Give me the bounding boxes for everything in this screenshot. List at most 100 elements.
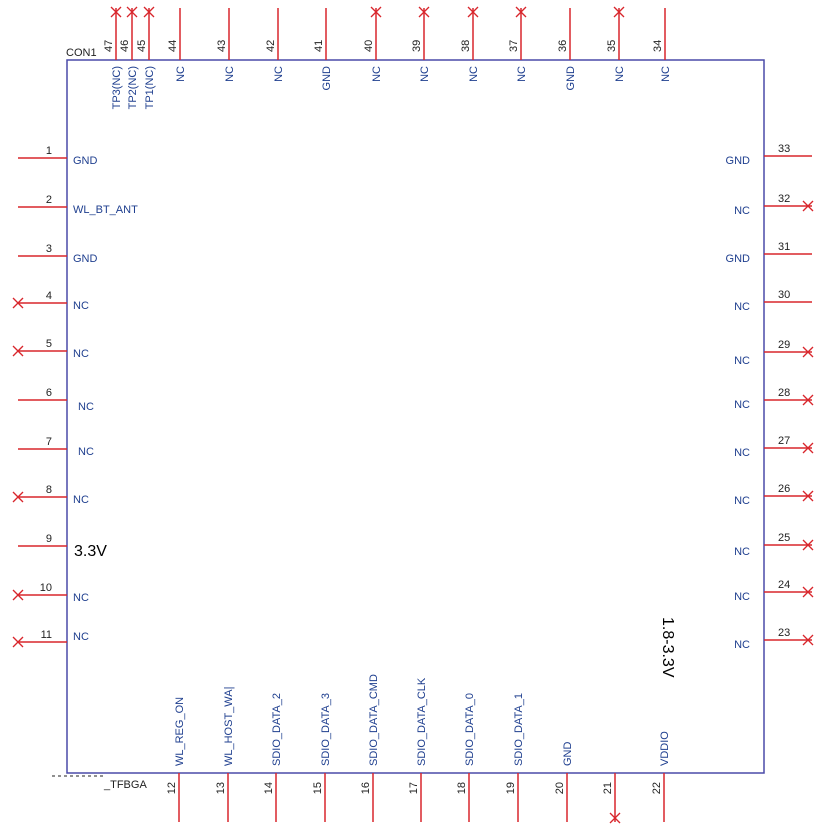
pin-25-name: NC — [734, 546, 750, 558]
pin-44-name: NC — [175, 66, 187, 82]
pin-18-name: SDIO_DATA_0 — [464, 693, 476, 766]
pin-46-number: 46 — [119, 40, 131, 52]
pin-42-name: NC — [273, 66, 285, 82]
pin-28-number: 28 — [778, 387, 790, 399]
pin-27-nc-mark-b — [802, 442, 814, 454]
pin-15-name: SDIO_DATA_3 — [320, 693, 332, 766]
pin-34-name: NC — [660, 66, 672, 82]
pin-16-number: 16 — [360, 782, 372, 794]
pin-23-number: 23 — [778, 627, 790, 639]
pin-17-number: 17 — [408, 782, 420, 794]
pin-11-nc-mark-b — [12, 636, 24, 648]
pin-36-name: GND — [565, 66, 577, 91]
pin-44-number: 44 — [167, 40, 179, 52]
pin-36-number: 36 — [557, 40, 569, 52]
pin-47-number: 47 — [103, 40, 115, 52]
pin-4-name: NC — [73, 300, 89, 312]
pin-14-name: SDIO_DATA_2 — [271, 693, 283, 766]
pin-10-name: NC — [73, 592, 89, 604]
pin-37-name: NC — [516, 66, 528, 82]
pin-10-nc-mark-b — [12, 589, 24, 601]
pin-21-number: 21 — [602, 782, 614, 794]
pin-35-name: NC — [614, 66, 626, 82]
pin-23-name: NC — [734, 639, 750, 651]
pin-30-number: 30 — [778, 289, 790, 301]
pin-40-number: 40 — [363, 40, 375, 52]
pin-4-nc-mark-b — [12, 297, 24, 309]
pin-14-number: 14 — [263, 782, 275, 794]
pin-33-number: 33 — [778, 143, 790, 155]
pin-41-name: GND — [321, 66, 333, 91]
pin-30-name: NC — [734, 301, 750, 313]
pin-43-number: 43 — [216, 40, 228, 52]
pin-2-number: 2 — [46, 194, 52, 206]
pin-13-name: WL_HOST_WA| — [223, 687, 235, 766]
pin-26-number: 26 — [778, 483, 790, 495]
pin-38-nc-mark-b — [467, 6, 479, 18]
pin-37-number: 37 — [508, 40, 520, 52]
pin-31-number: 31 — [778, 241, 790, 253]
pin-8-nc-mark-b — [12, 491, 24, 503]
pin-12-number: 12 — [166, 782, 178, 794]
pin-45-number: 45 — [136, 40, 148, 52]
pin-19-name: SDIO_DATA_1 — [513, 693, 525, 766]
pin-45-nc-mark-b — [143, 6, 155, 18]
pin-20-name: GND — [562, 742, 574, 767]
pin-22-number: 22 — [651, 782, 663, 794]
pin-23-nc-mark-b — [802, 634, 814, 646]
pin-8-name: NC — [73, 494, 89, 506]
pin-20-number: 20 — [554, 782, 566, 794]
pin-41-number: 41 — [313, 40, 325, 52]
pin-43-name: NC — [224, 66, 236, 82]
pin-29-name: NC — [734, 355, 750, 367]
pin-25-number: 25 — [778, 532, 790, 544]
pin-19-number: 19 — [505, 782, 517, 794]
pin-9-number: 9 — [46, 533, 52, 545]
pin-7-number: 7 — [46, 436, 52, 448]
component-refdes: CON1 — [66, 47, 97, 59]
pin-6-name: NC — [78, 401, 94, 413]
pin-45-name: TP1(NC) — [144, 66, 156, 109]
pin-33-name: GND — [726, 155, 751, 167]
pin-3-number: 3 — [46, 243, 52, 255]
pin-46-nc-mark-b — [126, 6, 138, 18]
pin-13-number: 13 — [215, 782, 227, 794]
pin-5-name: NC — [73, 348, 89, 360]
pin-42-number: 42 — [265, 40, 277, 52]
pin-47-name: TP3(NC) — [111, 66, 123, 109]
pin-8-number: 8 — [46, 484, 52, 496]
pin-10-number: 10 — [40, 582, 52, 594]
pin-28-nc-mark-b — [802, 394, 814, 406]
pin-47-nc-mark-b — [110, 6, 122, 18]
pin-39-number: 39 — [411, 40, 423, 52]
pin-46-name: TP2(NC) — [127, 66, 139, 109]
pin-32-number: 32 — [778, 193, 790, 205]
pin-1-name: GND — [73, 155, 98, 167]
pin-24-number: 24 — [778, 579, 790, 591]
left-voltage-label: 3.3V — [74, 543, 107, 560]
pin-22-name: VDDIO — [659, 731, 671, 766]
pin-11-number: 11 — [41, 629, 52, 641]
pin-2-name: WL_BT_ANT — [73, 204, 138, 216]
pin-4-number: 4 — [46, 290, 52, 302]
pin-21-nc-mark-b — [609, 812, 621, 824]
pin-38-number: 38 — [460, 40, 472, 52]
pin-26-nc-mark-b — [802, 490, 814, 502]
pin-17-name: SDIO_DATA_CLK — [416, 677, 428, 766]
pin-40-name: NC — [371, 66, 383, 82]
pin-5-number: 5 — [46, 338, 52, 350]
pin-27-number: 27 — [778, 435, 790, 447]
pin-39-name: NC — [419, 66, 431, 82]
pin-39-nc-mark-b — [418, 6, 430, 18]
pin-5-nc-mark-b — [12, 345, 24, 357]
pin-3-name: GND — [73, 253, 98, 265]
pin-16-name: SDIO_DATA_CMD — [368, 674, 380, 766]
pin-28-name: NC — [734, 399, 750, 411]
pin-38-name: NC — [468, 66, 480, 82]
pin-25-nc-mark-b — [802, 539, 814, 551]
pin-6-number: 6 — [46, 387, 52, 399]
pins-layer: 1 GND 2 WL_BT_ANT 3 GND 4 NC 5 NC 6 NC 7 NC 8 NC 9 10 NC 11… — [12, 6, 814, 824]
pin-37-nc-mark-b — [515, 6, 527, 18]
pin-35-number: 35 — [606, 40, 618, 52]
